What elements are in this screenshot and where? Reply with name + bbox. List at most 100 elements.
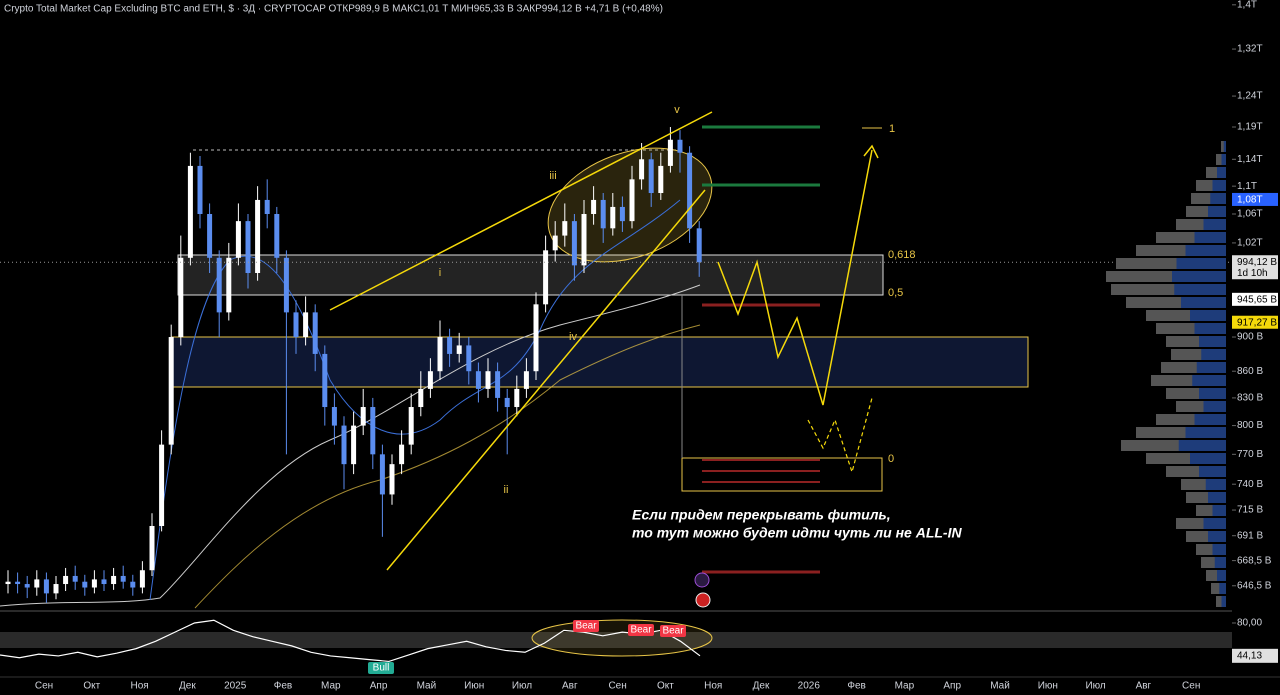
x-tick-label: Мар xyxy=(895,681,915,692)
volume-profile-bar-part xyxy=(1208,206,1226,217)
price-label: 994,12 B xyxy=(1237,257,1277,268)
wave-label: iv xyxy=(569,331,577,343)
fib-label: 0 xyxy=(888,453,894,465)
drawings-front: v iii i iv ii 1 0,618 0,5 0 Если придем … xyxy=(4,4,962,608)
y-tick-label: 715 B xyxy=(1237,505,1263,516)
volume-profile-bar-part xyxy=(1199,466,1226,477)
fib-label: 0,5 xyxy=(888,287,903,299)
volume-profile-bar xyxy=(1176,401,1226,412)
event-icon[interactable] xyxy=(694,572,710,588)
candle-body xyxy=(600,199,606,229)
candle-body xyxy=(255,199,261,273)
volume-profile-bar-part xyxy=(1212,544,1226,555)
x-tick-label: Апр xyxy=(370,681,388,692)
volume-profile-bar-part xyxy=(1214,557,1226,568)
volume-profile-bar xyxy=(1181,479,1226,490)
x-tick-label: Ноя xyxy=(704,681,722,692)
y-tick-label: 770 B xyxy=(1237,449,1263,460)
candle-body xyxy=(15,581,21,585)
candle-body xyxy=(34,579,40,588)
candle-body xyxy=(619,206,625,222)
y-tick-label: 668,5 B xyxy=(1237,555,1272,566)
volume-profile-bar-part xyxy=(1201,349,1226,360)
candle-body xyxy=(447,337,453,354)
y-tick-label: 1,19T xyxy=(1237,122,1263,133)
candle-body xyxy=(485,371,491,389)
osc-last-label: 44,13 xyxy=(1237,650,1262,661)
fib-label: 0,618 xyxy=(888,249,916,261)
candle-body xyxy=(82,581,88,588)
volume-profile-bar xyxy=(1206,167,1226,178)
trend-line xyxy=(386,189,706,571)
candle-body xyxy=(370,407,376,455)
volume-profile-bar-part xyxy=(1192,375,1226,386)
volume-profile-bar xyxy=(1136,427,1226,438)
candle-body xyxy=(274,213,280,258)
candle-body xyxy=(197,165,203,214)
volume-profile-bar xyxy=(1136,245,1226,256)
volume-profile-bar-part xyxy=(1203,518,1226,529)
candle-body xyxy=(283,257,289,313)
volume-profile-bar-part xyxy=(1194,414,1226,425)
volume-profile-bar xyxy=(1201,557,1226,568)
price-label-box xyxy=(1232,292,1278,306)
volume-profile-bar xyxy=(1196,544,1226,555)
x-tick-label: Май xyxy=(990,681,1010,692)
x-tick-label: Сен xyxy=(35,681,53,692)
volume-profile-bar xyxy=(1191,193,1226,204)
volume-profile-bar xyxy=(1146,310,1226,321)
volume-profile-bar-part xyxy=(1181,297,1226,308)
candle-body xyxy=(341,425,347,465)
price-label: 1,08T xyxy=(1237,195,1263,206)
candle-body xyxy=(591,199,597,214)
volume-profile-bar xyxy=(1161,362,1226,373)
candle-body xyxy=(159,444,165,526)
volume-profile-bar-part xyxy=(1219,583,1226,594)
volume-profile-bar xyxy=(1106,271,1226,282)
candle-body xyxy=(466,345,472,372)
osc-line xyxy=(0,619,701,663)
trend-line xyxy=(329,111,713,311)
drawings-back xyxy=(0,147,1029,609)
wave-label: iii xyxy=(549,170,556,182)
volume-profile-bar xyxy=(1196,180,1226,191)
x-tick-label: Апр xyxy=(943,681,961,692)
moving-average xyxy=(0,284,701,607)
zone-box xyxy=(681,457,883,492)
price-label-box xyxy=(1232,255,1278,280)
candle-body xyxy=(168,337,174,445)
volume-profile-bar-part xyxy=(1185,245,1226,256)
candle-body xyxy=(562,221,568,236)
event-icon[interactable] xyxy=(695,592,711,608)
y-tick-label: 646,5 B xyxy=(1237,580,1272,591)
candle-body xyxy=(331,407,337,426)
candle-body xyxy=(178,257,184,338)
candle-body xyxy=(456,345,462,354)
volume-profile-bar-part xyxy=(1205,479,1226,490)
candle-body xyxy=(91,579,97,588)
y-tick-label: 1,14T xyxy=(1237,154,1263,165)
candle-body xyxy=(43,579,49,594)
volume-profile-bar-part xyxy=(1203,219,1226,230)
note: Если придем перекрывать фитиль, xyxy=(632,507,891,523)
volume-profile-bar-part xyxy=(1212,180,1226,191)
volume-profile-bar xyxy=(1206,570,1226,581)
candle-body xyxy=(523,371,529,389)
x-tick-label: Авг xyxy=(562,681,578,692)
oscillator: 80,00 44,13 Bear Bear Bear Bull xyxy=(0,618,1278,674)
volume-profile-bar xyxy=(1196,505,1226,516)
zone-box xyxy=(177,254,884,296)
price-label: 945,65 B xyxy=(1237,294,1277,305)
candle-body xyxy=(677,139,683,153)
volume-profile-bar xyxy=(1166,336,1226,347)
candle-body xyxy=(130,581,136,588)
candle-body xyxy=(389,464,395,495)
x-tick-label: Ноя xyxy=(130,681,148,692)
y-tick-label: 691 B xyxy=(1237,530,1263,541)
candle-body xyxy=(351,425,357,465)
projection-arrow xyxy=(863,144,879,159)
candle-body xyxy=(53,584,59,594)
volume-profile-bar-part xyxy=(1194,232,1226,243)
candle-body xyxy=(667,139,673,166)
volume-profile-bar-part xyxy=(1212,505,1226,516)
